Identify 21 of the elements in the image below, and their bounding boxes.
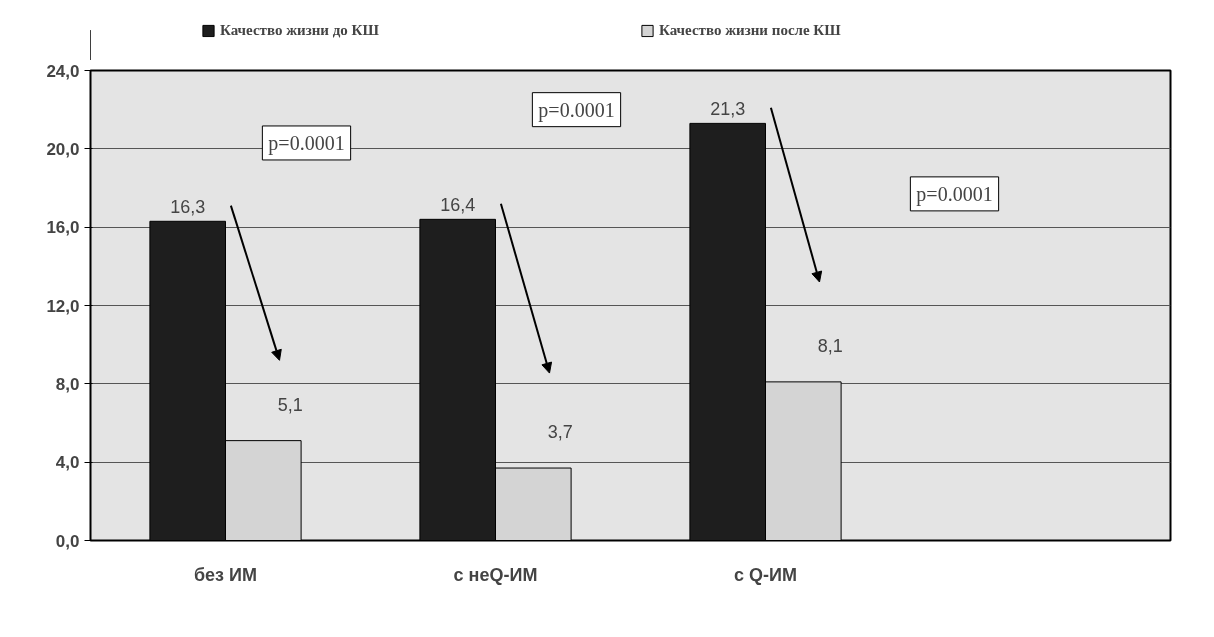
data-label: 16,3 [170, 197, 206, 218]
y-tick-label: 20,0 [46, 139, 80, 159]
data-label: 5,1 [277, 394, 303, 415]
annotation: p=0.0001 [916, 182, 993, 206]
y-tick-label: 4,0 [55, 453, 80, 473]
annotation: p=0.0001 [268, 131, 345, 155]
data-label: 3,7 [547, 422, 573, 443]
x-tick-label: с Q-ИМ [734, 564, 797, 585]
legend-label: Качество жизни после КШ [659, 21, 842, 39]
x-tick-label: без ИМ [194, 564, 258, 585]
data-label: 21,3 [710, 99, 746, 120]
legend-label: Качество жизни до КШ [220, 21, 380, 39]
y-tick-label: 0,0 [55, 531, 80, 551]
x-tick-label: с неQ-ИМ [453, 564, 538, 585]
y-tick-label: 12,0 [46, 296, 80, 316]
y-tick-label: 8,0 [55, 374, 80, 394]
data-label: 16,4 [440, 195, 476, 216]
data-label: 8,1 [817, 335, 843, 356]
y-tick-label: 16,0 [46, 218, 80, 238]
y-tick-label: 24,0 [46, 61, 80, 81]
annotation: p=0.0001 [538, 98, 615, 122]
